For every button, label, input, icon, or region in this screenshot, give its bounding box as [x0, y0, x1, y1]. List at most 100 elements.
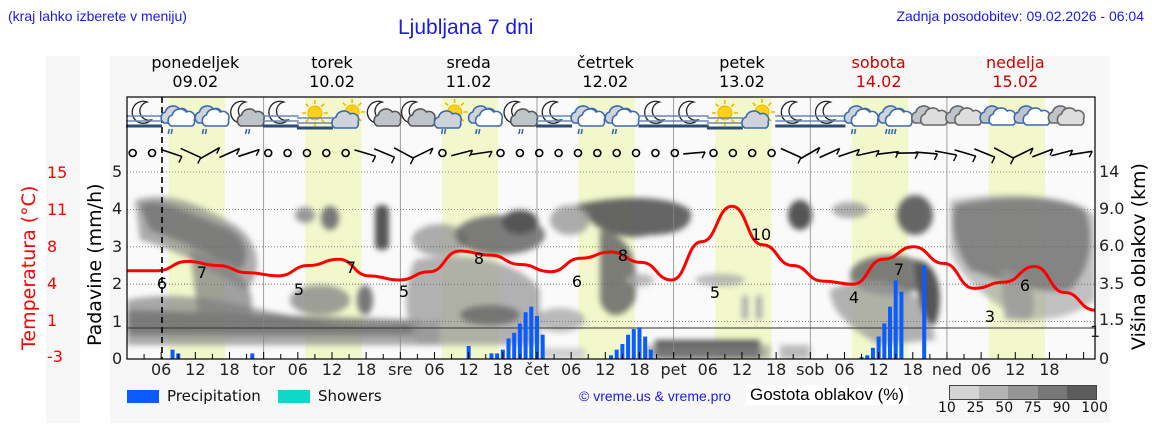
x-tick: 18 [629, 360, 650, 379]
temperature-line [127, 204, 1095, 312]
cloud-density-scale [949, 385, 1097, 400]
x-tick: 18 [902, 360, 923, 379]
day-date: 11.02 [445, 72, 492, 91]
day-header: sobota 14.02 [824, 53, 934, 91]
temperature-axis-panel [46, 56, 80, 423]
density-swatch [1037, 386, 1067, 399]
day-header: nedelja 15.02 [960, 53, 1070, 91]
precipitation-bars [170, 265, 927, 359]
day-header: četrtek 12.02 [550, 53, 660, 91]
cloud-height-tick: 0 [1099, 349, 1110, 368]
density-tick: 75 [1023, 400, 1042, 416]
last-update: Zadnja posodobitev: 09.02.2026 - 06:04 [896, 8, 1144, 24]
day-date: 10.02 [309, 72, 355, 91]
x-tick: 12 [595, 360, 616, 379]
x-tick: čet [524, 360, 550, 379]
precip-tick: 5 [112, 162, 123, 181]
svg-text:8: 8 [618, 246, 628, 265]
precip-tick: 2 [112, 274, 123, 294]
density-swatch [1066, 386, 1097, 399]
density-tick: 100 [1081, 400, 1108, 416]
temp-tick: 1 [47, 311, 58, 330]
cloud-height-tick: 9.0 [1099, 199, 1125, 218]
x-tick: 18 [492, 360, 513, 379]
x-tick: 06 [697, 360, 718, 379]
x-tick: 06 [424, 360, 445, 379]
x-tick: pet [660, 360, 687, 379]
density-tick: 50 [995, 400, 1014, 416]
svg-text:4: 4 [849, 288, 859, 307]
density-tick: 10 [938, 400, 956, 416]
day-name: sobota [851, 53, 906, 72]
horizontal-gridlines [127, 171, 1095, 323]
svg-text:10: 10 [751, 225, 771, 244]
x-tick: 06 [970, 360, 992, 379]
temp-tick: -3 [47, 347, 63, 366]
svg-text:6: 6 [157, 274, 167, 293]
temp-tick: 8 [47, 237, 58, 256]
showers-legend-label: Showers [318, 387, 382, 405]
svg-text:5: 5 [710, 283, 720, 302]
day-header: ponedeljek 09.02 [140, 53, 250, 91]
svg-text:5: 5 [294, 280, 304, 299]
day-name: nedelja [985, 53, 1045, 72]
svg-text:7: 7 [346, 258, 356, 277]
cloud-height-tick: 3.5 [1099, 274, 1125, 293]
x-tick: 18 [219, 360, 240, 379]
day-name: ponedeljek [151, 53, 240, 72]
day-header: petek 13.02 [687, 53, 797, 91]
x-tick: tor [252, 360, 275, 379]
density-swatch [979, 386, 1009, 399]
temp-tick: 15 [47, 163, 68, 182]
x-tick: sre [388, 360, 413, 379]
precip-tick: 4 [112, 199, 123, 219]
svg-text:7: 7 [894, 260, 904, 279]
showers-swatch [278, 390, 310, 403]
day-name: četrtek [576, 53, 634, 72]
x-tick: 18 [765, 360, 787, 379]
svg-text:6: 6 [1020, 276, 1030, 295]
x-tick: 18 [355, 360, 377, 379]
precip-tick: 1 [112, 311, 123, 331]
cloud-density-ticks: 10 25 50 75 90 100 [938, 400, 1108, 416]
temp-tick: 11 [47, 200, 68, 219]
x-tick: 12 [731, 360, 753, 379]
day-header: sreda 11.02 [414, 53, 524, 91]
temp-tick: 4 [47, 274, 58, 293]
location-menu-hint[interactable]: (kraj lahko izberete v meniju) [8, 8, 187, 24]
precip-tick: 3 [112, 236, 123, 256]
day-header: torek 10.02 [277, 53, 387, 91]
svg-text:5: 5 [399, 282, 409, 301]
credit-link[interactable]: © vreme.us & vreme.pro [579, 388, 731, 404]
day-name: petek [719, 53, 765, 72]
cloud-height-tick: 6.0 [1099, 236, 1125, 255]
wind-barbs-row [128, 146, 1093, 165]
svg-text:7: 7 [197, 263, 207, 282]
density-swatch [950, 386, 980, 399]
density-tick: 90 [1052, 400, 1071, 416]
page-title: Ljubljana 7 dni [398, 16, 534, 39]
cloud-height-tick: 1.5 [1099, 310, 1125, 329]
day-name: sreda [446, 53, 491, 72]
x-tick: 06 [560, 360, 582, 379]
svg-text:8: 8 [474, 249, 484, 268]
x-tick: 18 [1039, 360, 1060, 379]
x-tick: 12 [185, 360, 206, 379]
precip-tick: 0 [112, 349, 123, 368]
density-swatch [1008, 386, 1038, 399]
x-tick: 12 [321, 360, 343, 379]
svg-text:6: 6 [572, 272, 582, 291]
density-tick: 25 [966, 400, 985, 416]
cloud-height-tick: 1 [1090, 322, 1101, 341]
x-tick: 12 [1005, 360, 1026, 379]
day-date: 12.02 [582, 72, 629, 91]
x-tick-marks [143, 352, 1085, 359]
precipitation-legend-label: Precipitation [167, 387, 261, 405]
x-tick: sob [796, 360, 825, 379]
day-separators [263, 97, 948, 359]
cloud-density-label: Gostota oblakov (%) [746, 385, 909, 405]
x-tick: ned [931, 360, 962, 379]
day-date: 15.02 [992, 72, 1039, 91]
weather-icons-row [126, 99, 1085, 135]
